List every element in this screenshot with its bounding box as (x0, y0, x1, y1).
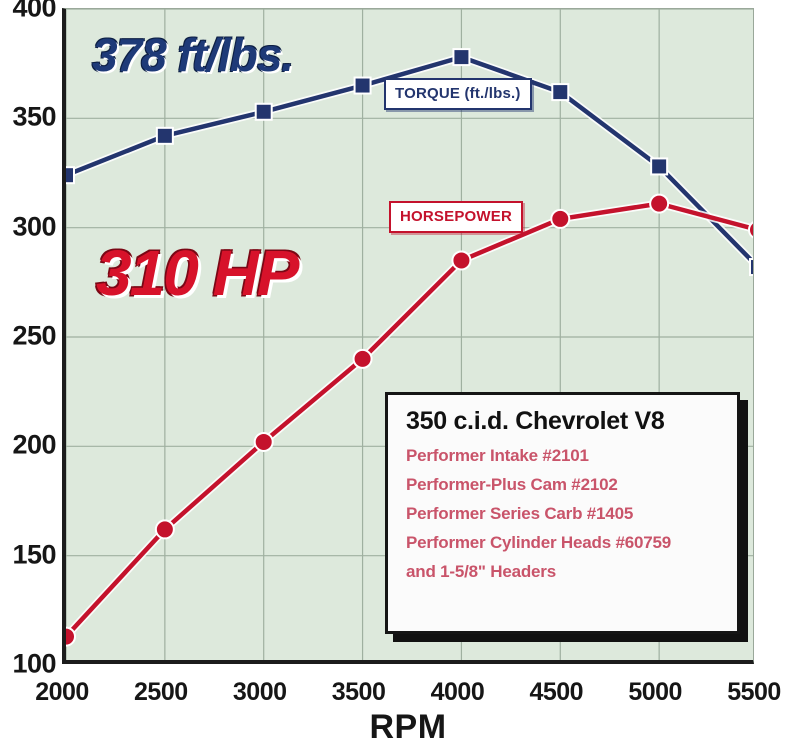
y-axis-tick: 300 (12, 211, 56, 242)
x-axis-tick: 3000 (232, 678, 287, 706)
peak-horsepower-callout: 310 HP (96, 237, 299, 309)
spec-box-title: 350 c.i.d. Chevrolet V8 (406, 407, 665, 435)
spec-box-line: Performer-Plus Cam #2102 (406, 475, 618, 494)
y-axis-tick: 200 (12, 429, 56, 460)
spec-box-line: Performer Cylinder Heads #60759 (406, 533, 671, 552)
x-axis-tick: 5500 (727, 678, 781, 706)
x-axis-tick: 5000 (628, 678, 682, 706)
y-axis-tick: 250 (12, 320, 56, 351)
spec-box-lines: Performer Intake #2101 Performer-Plus Cam… (406, 446, 721, 582)
x-axis-title: RPM (369, 708, 447, 746)
x-axis-tick: 4000 (430, 678, 485, 706)
spec-box-line: Performer Series Carb #1405 (406, 504, 634, 523)
x-axis-labels: 2000 2500 3000 3500 4000 4500 5000 5500 (35, 672, 781, 710)
spec-box-line: and 1-5/8" Headers (406, 562, 556, 581)
series-lines (66, 48, 753, 647)
spec-box-line: Performer Intake #2101 (406, 446, 589, 465)
engine-spec-box: 350 c.i.d. Chevrolet V8 Performer Intake… (385, 392, 740, 634)
y-axis-tick: 400 (12, 0, 56, 23)
peak-torque-callout: 378 ft/lbs. (92, 29, 294, 81)
y-axis-labels: 100 150 200 250 300 350 400 (0, 0, 60, 679)
y-axis-tick: 100 (12, 648, 56, 679)
x-axis-tick: 4500 (529, 678, 584, 706)
horsepower-series-label: HORSEPOWER (389, 201, 524, 233)
x-axis-tick: 3500 (331, 678, 386, 706)
y-axis-tick: 350 (12, 101, 56, 132)
x-axis-tick: 2500 (134, 678, 188, 706)
torque-series-label: TORQUE (ft./lbs.) (384, 78, 532, 110)
y-axis-tick: 150 (12, 539, 56, 570)
x-axis-tick: 2000 (35, 678, 89, 706)
